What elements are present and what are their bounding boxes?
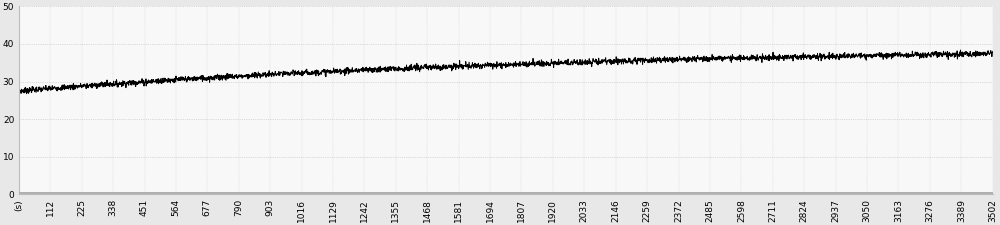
Bar [19, 192, 993, 200]
